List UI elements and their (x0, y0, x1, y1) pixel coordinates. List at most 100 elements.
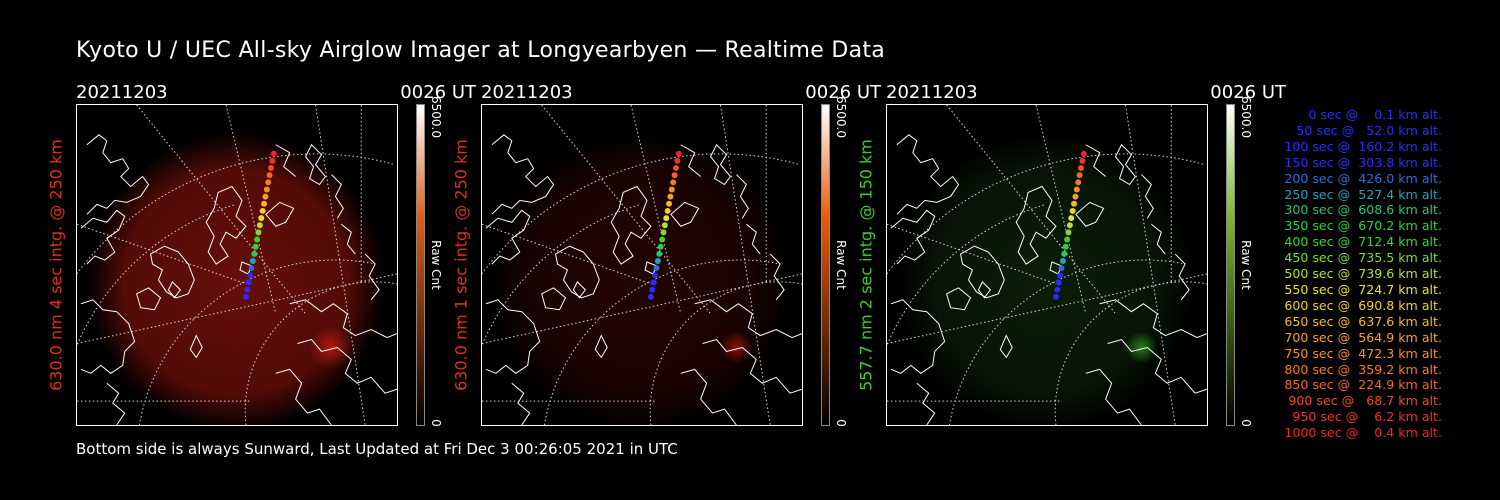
coastline (80, 299, 136, 374)
colorbar (416, 104, 425, 426)
trajectory-point (1071, 200, 1078, 207)
coastline (680, 368, 737, 425)
trajectory-point (666, 200, 673, 207)
coastline (680, 144, 701, 177)
airglow-disk (86, 132, 386, 425)
legend-row: 950 sec @ 6.2 km alt. (1288, 409, 1442, 425)
all-sky-map (886, 104, 1208, 426)
coastline (736, 174, 749, 219)
trajectory-point (255, 229, 262, 236)
grid-line (946, 105, 1116, 315)
trajectory-point (674, 157, 681, 164)
airglow-disk (896, 132, 1196, 425)
coastline (136, 287, 162, 311)
legend-row: 800 sec @ 359.2 km alt. (1280, 361, 1442, 377)
coastline (1015, 185, 1057, 265)
legend-row: 700 sec @ 564.9 km alt. (1280, 329, 1442, 345)
coastline (554, 245, 600, 299)
coastline (541, 287, 567, 311)
airglow-disk (491, 132, 791, 425)
trajectory-point (1066, 222, 1073, 229)
trajectory-point (268, 165, 274, 171)
legend-row: 600 sec @ 690.8 km alt. (1280, 297, 1442, 313)
trajectory-point (671, 172, 678, 179)
grid-line (887, 153, 1206, 275)
map-canvas (482, 105, 802, 425)
trajectory-point (1058, 265, 1065, 272)
imager-panel-2: 20211203 0026 UT 630.0 nm 1 sec intg. @ … (452, 82, 882, 432)
panel-time: 0026 UT (400, 82, 476, 103)
coastline (694, 299, 802, 339)
coastline (149, 245, 195, 299)
trajectory-point (653, 265, 660, 272)
grid-line (77, 203, 237, 347)
colorbar-min-label: 0 (429, 419, 443, 427)
legend-row: 850 sec @ 224.9 km alt. (1280, 377, 1442, 393)
trajectory-point (1069, 207, 1076, 214)
grid-line (649, 281, 802, 425)
legend-row: 150 sec @ 303.8 km alt. (1280, 154, 1442, 170)
trajectory-point (667, 193, 674, 200)
coastline (106, 382, 126, 425)
trajectory-point (254, 236, 261, 243)
trajectory-point (1052, 293, 1059, 300)
legend-row: 450 sec @ 735.5 km alt. (1280, 250, 1442, 266)
colorbar (821, 104, 830, 426)
airglow-bright-spot (1125, 331, 1158, 364)
coastline (1107, 338, 1207, 394)
coastline (896, 134, 960, 215)
trajectory-point (1068, 215, 1075, 222)
grid-line (887, 203, 1047, 347)
coastline (594, 334, 608, 359)
trajectory-point (647, 293, 654, 300)
trajectory-point (269, 157, 276, 164)
trajectory-point (261, 200, 268, 207)
grid-line (482, 153, 801, 275)
legend-row: 300 sec @ 608.6 km alt. (1280, 202, 1442, 218)
grid-line (77, 273, 397, 344)
trajectory-point (1076, 172, 1083, 179)
legend-row: 1000 sec @ 0.4 km alt. (1284, 425, 1442, 441)
coastline (999, 334, 1013, 359)
grid-line (136, 105, 306, 315)
legend-row: 400 sec @ 712.4 km alt. (1280, 234, 1442, 250)
colorbar (1226, 104, 1235, 426)
trajectory-point (248, 265, 255, 272)
legend-row: 550 sec @ 724.7 km alt. (1280, 281, 1442, 297)
coastline (610, 185, 652, 265)
trajectory-legend: 0 sec @ 0.1 km alt. 50 sec @ 52.0 km alt… (1242, 107, 1442, 441)
trajectory-point (673, 165, 679, 171)
coastline (341, 223, 356, 255)
trajectory-point (657, 243, 664, 250)
legend-row: 100 sec @ 160.2 km alt. (1280, 138, 1442, 154)
trajectory-point (661, 222, 668, 229)
trajectory-point (1054, 286, 1061, 293)
coastline (511, 382, 531, 425)
legend-row: 0 sec @ 0.1 km alt. (1296, 107, 1442, 122)
trajectory-point (242, 293, 249, 300)
trajectory-point (266, 172, 273, 179)
coastline (80, 209, 126, 265)
coastline (297, 338, 397, 394)
grid-line (482, 273, 802, 344)
colorbar-max-label: 6500.0 (834, 96, 848, 138)
legend-row: 650 sec @ 637.6 km alt. (1280, 313, 1442, 329)
coastline (670, 201, 700, 227)
trajectory-point (256, 222, 263, 229)
legend-row: 250 sec @ 527.4 km alt. (1280, 186, 1442, 202)
coastline (1075, 201, 1105, 227)
trajectory-point (663, 215, 670, 222)
map-canvas (887, 105, 1207, 425)
colorbar-unit-label: Raw Cnt (834, 240, 848, 290)
airglow-bright-spot (720, 331, 753, 364)
trajectory-point (659, 236, 666, 243)
coastline (167, 281, 182, 299)
trajectory-point (1078, 165, 1084, 171)
legend-row: 50 sec @ 52.0 km alt. (1288, 122, 1442, 138)
trajectory-point (1062, 243, 1069, 250)
trajectory-point (660, 229, 667, 236)
panel-time: 0026 UT (1210, 82, 1286, 103)
coastline (916, 382, 936, 425)
trajectory-point (652, 272, 659, 279)
trajectory-point (270, 150, 277, 157)
